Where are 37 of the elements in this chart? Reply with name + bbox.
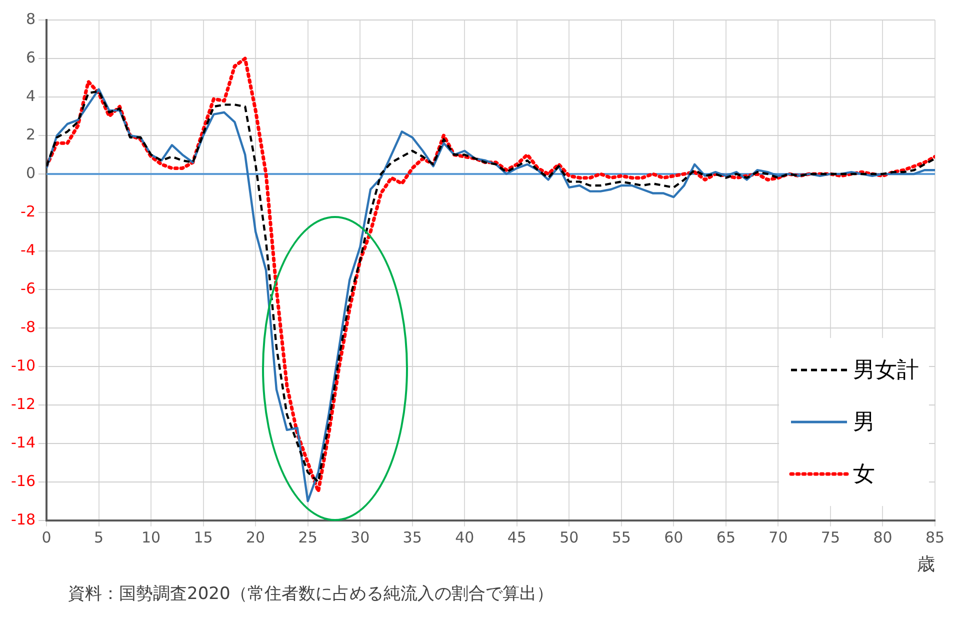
y-tick-label: -2 — [20, 202, 36, 220]
y-tick-label: 6 — [26, 48, 36, 66]
x-tick-label: 80 — [873, 528, 892, 546]
x-tick-label: 15 — [194, 528, 213, 546]
text: 資料：国勢調査2020（常住者数に占める純流入の割合で算出） — [67, 583, 554, 605]
y-tick-label: -4 — [20, 240, 36, 259]
y-tick-label: -18 — [11, 510, 36, 528]
y-tick-label: 8 — [26, 10, 36, 28]
x-tick-label: 25 — [298, 528, 318, 546]
x-tick-label: 70 — [768, 528, 788, 546]
y-tick-label: -6 — [20, 279, 36, 298]
y-tick-label: -10 — [11, 356, 36, 374]
x-tick-label: 75 — [820, 528, 840, 546]
legend-label: 男女計 — [853, 357, 919, 385]
x-tick-label: 40 — [455, 528, 474, 546]
y-tick-label: -12 — [11, 394, 36, 413]
x-tick-label: 20 — [246, 528, 266, 546]
x-tick-label: 30 — [350, 528, 370, 546]
y-tick-label: -8 — [20, 318, 36, 336]
x-tick-label: 0 — [42, 528, 52, 546]
x-tick-label: 85 — [925, 528, 945, 546]
y-tick-label: -14 — [11, 433, 36, 452]
legend-label: 男 — [853, 409, 875, 437]
x-tick-label: 65 — [716, 528, 736, 546]
y-tick-label: 4 — [26, 86, 36, 105]
x-tick-label: 60 — [664, 528, 684, 546]
y-tick-label: 2 — [26, 125, 36, 144]
x-tick-label: 10 — [141, 528, 161, 546]
y-tick-label: -16 — [11, 472, 36, 490]
y-tick-label: 0 — [26, 164, 36, 182]
x-tick-label: 55 — [612, 528, 631, 546]
x-tick-label: 35 — [402, 528, 422, 546]
x-tick-label: 5 — [94, 528, 104, 546]
x-axis-title: 歳 — [917, 554, 935, 575]
x-tick-label: 45 — [507, 528, 526, 546]
legend-label: 女 — [853, 461, 875, 489]
x-tick-label: 50 — [560, 528, 579, 546]
